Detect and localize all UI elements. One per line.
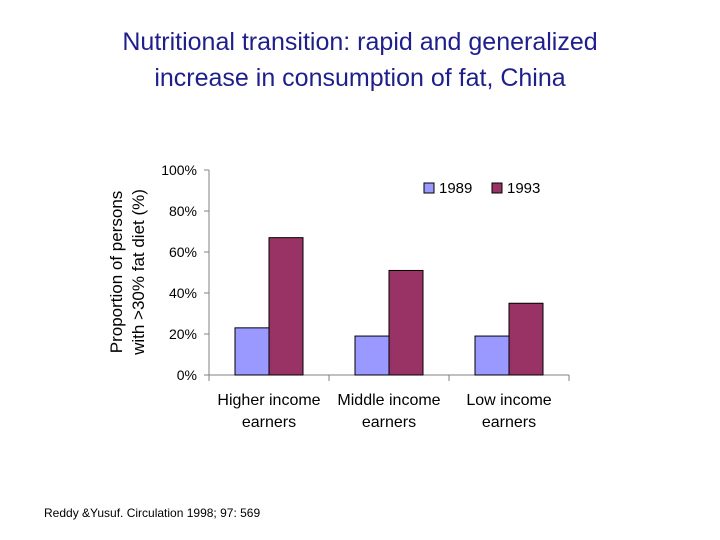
x-category-label: Middle income (337, 392, 440, 409)
source-citation: Reddy &Yusuf. Circulation 1998; 97: 569 (44, 506, 261, 520)
x-category-label: Higher income (217, 392, 320, 409)
bar-1989-0 (234, 327, 270, 376)
x-category-label: earners (242, 414, 296, 431)
bar-1993-2 (508, 302, 544, 376)
title-line-1: Nutritional transition: rapid and genera… (122, 28, 598, 56)
y-tick-label: 20% (169, 326, 197, 342)
x-category-label: earners (482, 414, 536, 431)
y-tick-label: 0% (177, 367, 197, 383)
y-tick-label: 40% (169, 285, 197, 301)
y-axis-title-line-1: Proportion of persons (107, 191, 126, 354)
legend-label-1993: 1993 (507, 180, 540, 197)
bar-1993-0 (268, 237, 304, 376)
x-category-label: earners (362, 414, 416, 431)
legend-swatch-1993 (491, 182, 503, 194)
title-line-2: increase in consumption of fat, China (154, 64, 566, 92)
y-tick-label: 100% (161, 162, 197, 178)
y-tick-label: 80% (169, 203, 197, 219)
bar-1989-2 (474, 335, 510, 376)
legend-label-1989: 1989 (439, 180, 472, 197)
bar-1993-1 (388, 269, 424, 376)
x-category-label: Low income (466, 392, 551, 409)
bar-1989-1 (354, 335, 390, 376)
legend-swatch-1989 (423, 182, 435, 194)
slide-title: Nutritional transition: rapid and genera… (40, 24, 680, 96)
y-axis-title-line-2: with >30% fat diet (%) (129, 189, 148, 356)
y-tick-label: 60% (169, 244, 197, 260)
